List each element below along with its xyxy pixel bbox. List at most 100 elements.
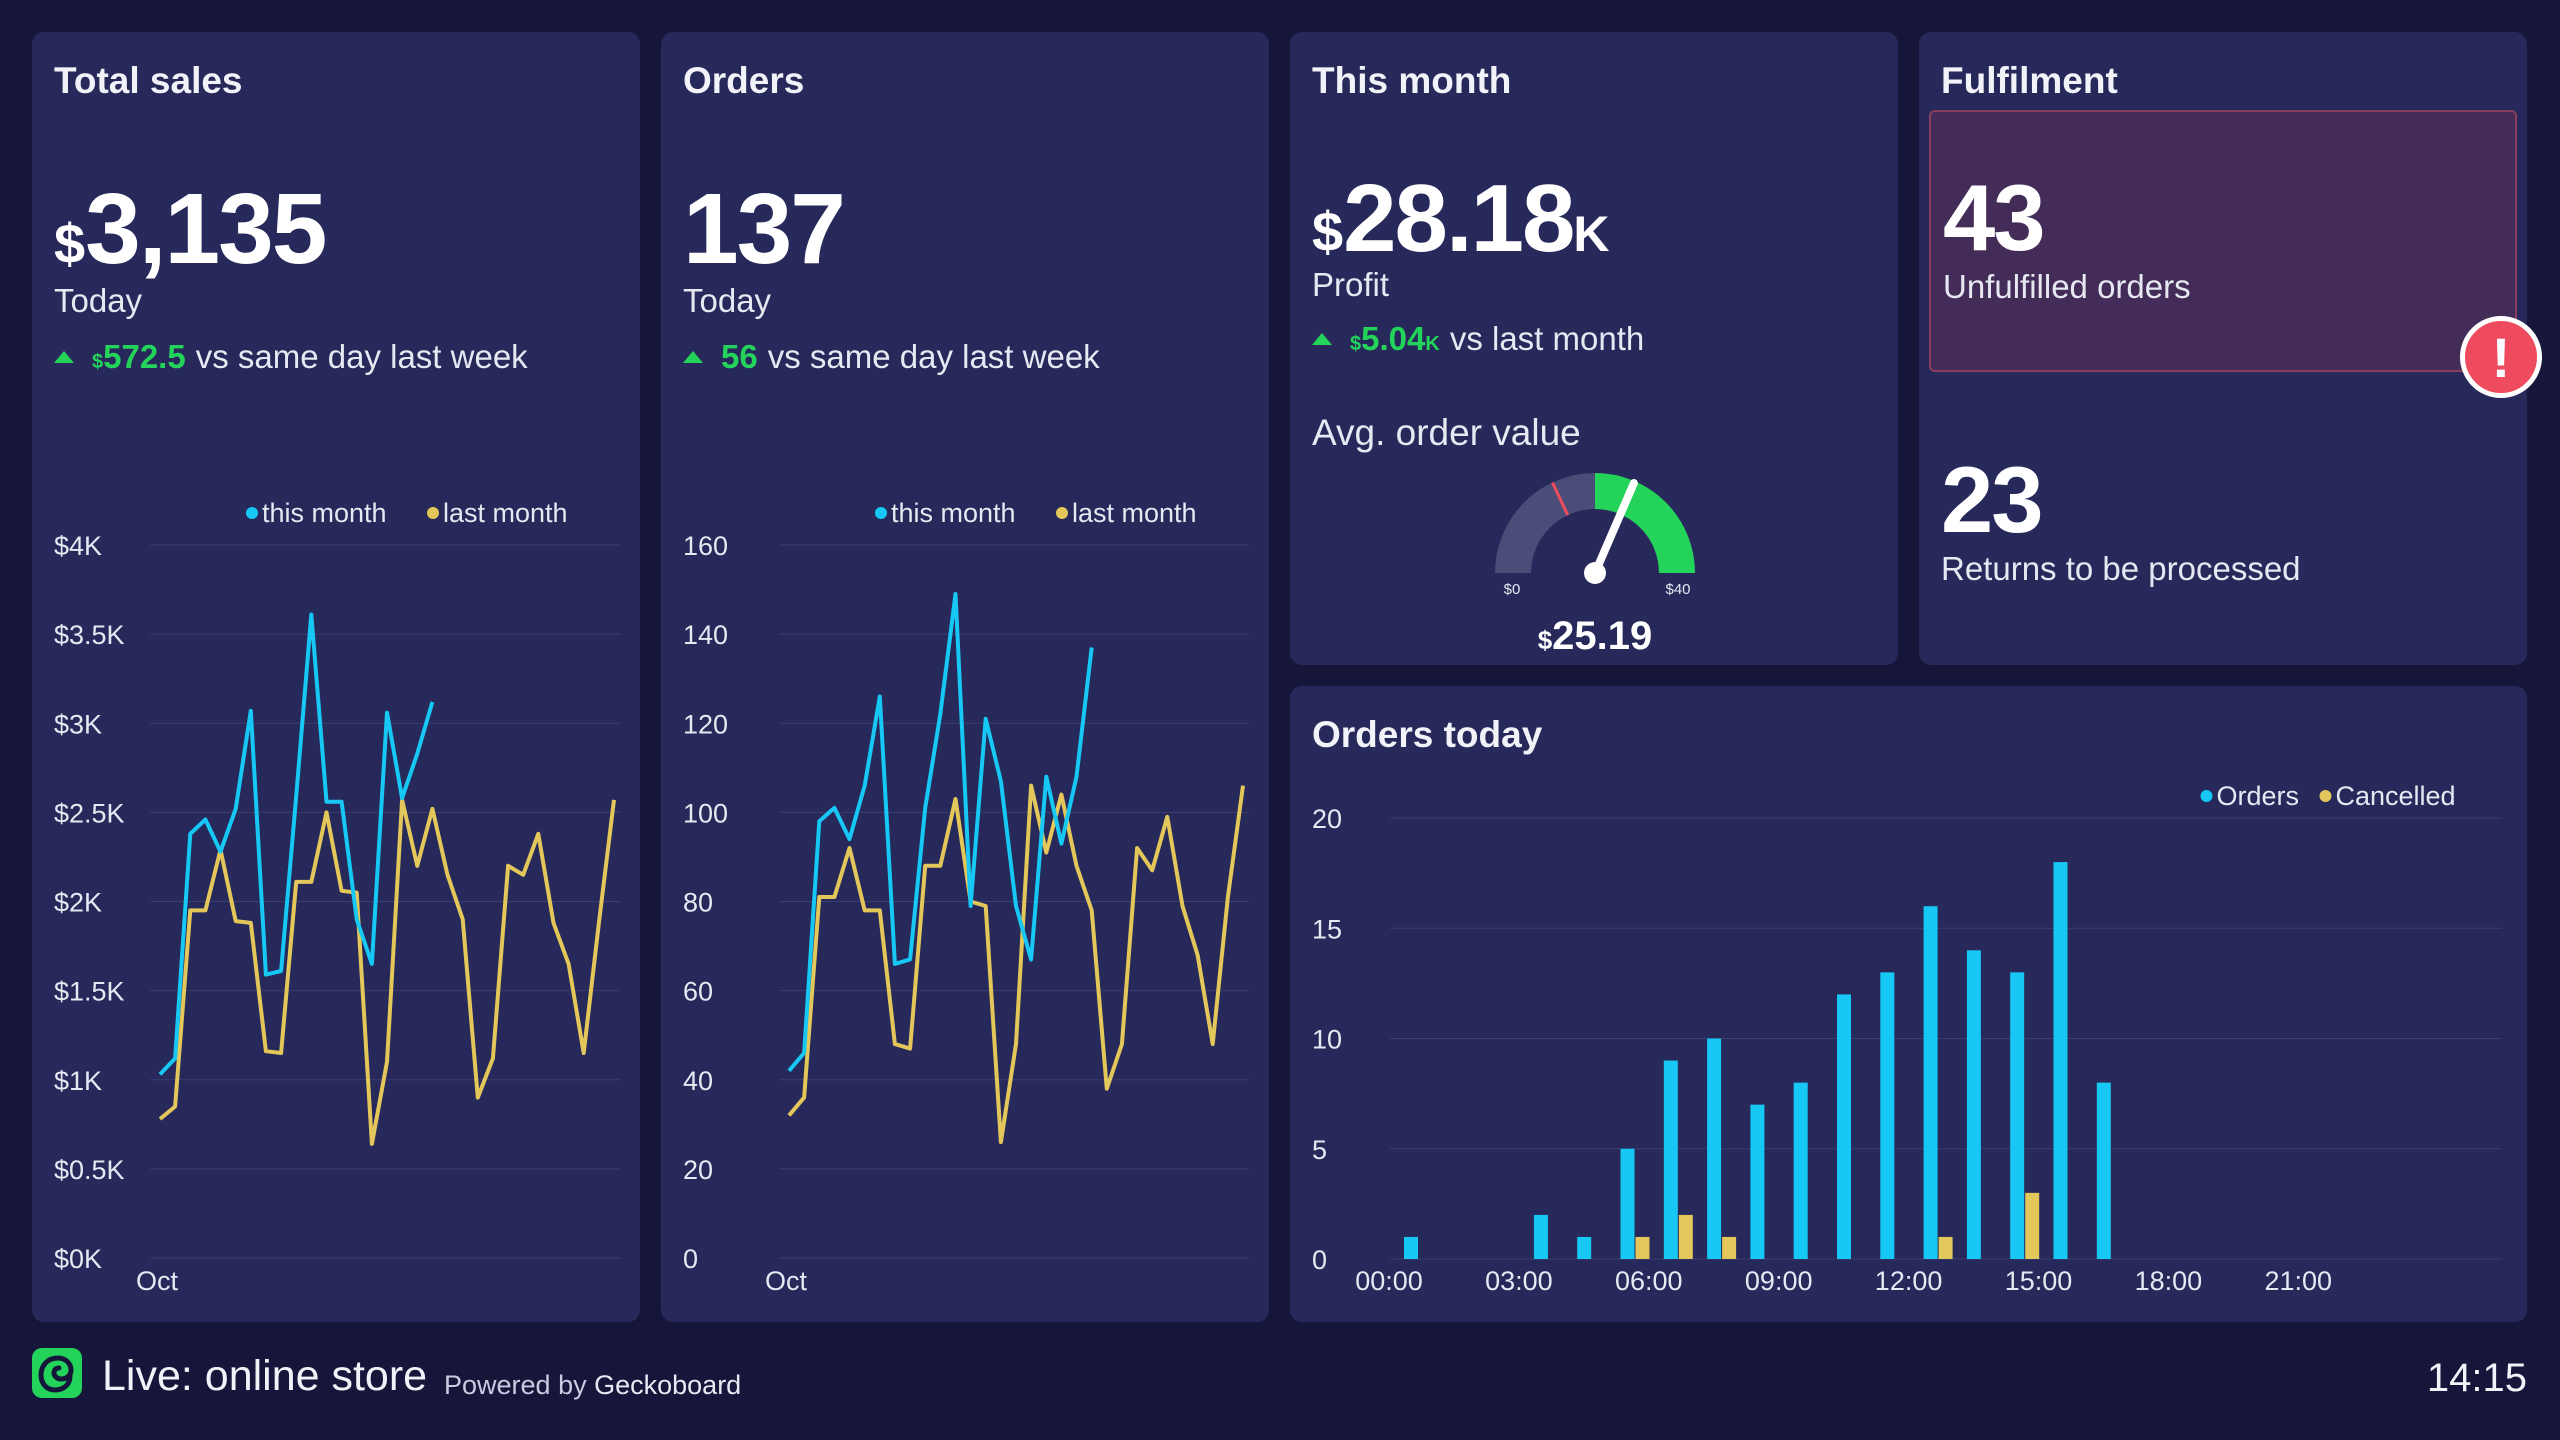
up-arrow-icon [1312, 333, 1332, 345]
bar-cancelled [1635, 1236, 1650, 1259]
y-tick-label: 120 [683, 709, 728, 739]
orders-delta: 56 vs same day last week [683, 338, 1100, 376]
legend-label: last month [443, 498, 568, 528]
powered-by-prefix: Powered by [444, 1370, 587, 1400]
bar-cancelled [1678, 1214, 1693, 1259]
currency-symbol: $ [1312, 200, 1344, 263]
y-tick-label: $1.5K [54, 977, 125, 1007]
unfulfilled-label: Unfulfilled orders [1943, 268, 2191, 305]
x-tick-label: 12:00 [1875, 1266, 1943, 1296]
legend-label: Cancelled [2336, 781, 2456, 811]
series-line-last-month [158, 797, 616, 1146]
x-tick-label: 18:00 [2135, 1266, 2203, 1296]
orders-panel: Orders 137 Today 56 vs same day last wee… [661, 32, 1269, 1322]
exclamation-glyph: ! [2491, 325, 2511, 389]
clock-time: 14:15 [2426, 1356, 2527, 1400]
value-suffix: K [1573, 206, 1610, 262]
panel-title: Fulfilment [1941, 60, 2118, 101]
delta-currency: $ [1350, 333, 1362, 355]
dashboard-title: Live: online store [102, 1352, 428, 1400]
gauge-green-zone [1594, 473, 1695, 574]
profit-value: $28.18K [1312, 164, 1610, 274]
y-tick-label: $4K [54, 531, 102, 561]
y-tick-label: 20 [1312, 804, 1342, 834]
gauge-min-label: $0 [1504, 581, 1521, 598]
bar-orders [1577, 1236, 1592, 1259]
delta-suffix: K [1425, 333, 1440, 355]
panel-title: Orders [683, 60, 805, 101]
series-line-this-month [787, 592, 1094, 1073]
y-tick-label: $3.5K [54, 620, 125, 650]
legend-dot [427, 507, 439, 519]
profit-value-number: 28.18 [1343, 165, 1575, 272]
legend-label: this month [262, 498, 387, 528]
legend-dot [1056, 507, 1068, 519]
sales-line-chart: $0K $0.5K $1K $1.5K $2K $2.5K $3K $3.5K $4K Oct la… [54, 498, 620, 1296]
gauge-value-number: 25.19 [1552, 614, 1652, 658]
legend-dot [2200, 790, 2213, 802]
profit-delta-value: $5.04K [1350, 320, 1440, 358]
y-tick-label: 140 [683, 620, 728, 650]
y-tick-label: 5 [1312, 1135, 1327, 1165]
gauge-max-label: $40 [1665, 581, 1690, 598]
legend-dot [875, 507, 887, 519]
series-line-last-month [787, 783, 1245, 1145]
y-tick-label: 15 [1312, 914, 1342, 944]
bar-orders [1533, 1214, 1548, 1259]
powered-by: Powered by Geckoboard [444, 1370, 741, 1401]
bar-orders [2010, 972, 2025, 1259]
bar-orders [1620, 1148, 1635, 1259]
orders-delta-text: vs same day last week [767, 338, 1100, 375]
up-arrow-icon [54, 351, 74, 363]
orders-delta-value: 56 [721, 338, 758, 375]
bar-cancelled [2025, 1192, 2040, 1259]
y-tick-label: 160 [683, 531, 728, 561]
orders-line-chart: 0 20 40 60 80 100 120 140 160 Oct last month this m… [683, 498, 1249, 1296]
sales-delta-text: vs same day last week [195, 338, 528, 375]
returns-label: Returns to be processed [1941, 550, 2301, 587]
legend-dot [246, 507, 258, 519]
x-tick-label: 03:00 [1485, 1266, 1553, 1296]
y-tick-label: 100 [683, 798, 728, 828]
legend-label: last month [1072, 498, 1197, 528]
sales-delta: $572.5 vs same day last week [54, 338, 528, 376]
y-tick-label: 20 [683, 1155, 713, 1185]
exclamation-icon: ! [2460, 316, 2542, 398]
this-month-panel: This month $28.18K Profit $5.04K vs last… [1290, 32, 1898, 665]
sales-value: $3,135 [54, 172, 327, 287]
sales-delta-value: $572.5 [92, 338, 186, 376]
y-tick-label: $0.5K [54, 1155, 125, 1185]
x-tick-label: 15:00 [2005, 1266, 2073, 1296]
y-tick-label: $2K [54, 888, 102, 918]
total-sales-panel: Total sales $3,135 Today $572.5 vs same … [32, 32, 640, 1322]
unfulfilled-value: 43 [1943, 165, 2046, 270]
profit-delta: $5.04K vs last month [1312, 320, 1644, 358]
bar-orders [1404, 1236, 1418, 1259]
sales-label: Today [54, 282, 143, 319]
y-tick-label: 80 [683, 888, 713, 918]
unfulfilled-alert-box: 43 Unfulfilled orders [1929, 110, 2517, 372]
y-tick-label: $1K [54, 1066, 102, 1096]
profit-label: Profit [1312, 266, 1390, 303]
legend-dot [2319, 790, 2332, 802]
geckoboard-logo-icon [32, 1348, 82, 1398]
bar-orders [1750, 1104, 1765, 1259]
legend-label: Orders [2217, 781, 2300, 811]
bar-orders [1707, 1038, 1722, 1259]
gauge-pivot [1584, 562, 1606, 584]
panel-title: This month [1312, 60, 1512, 101]
panel-title: Orders today [1312, 714, 1543, 755]
x-tick-label: 21:00 [2265, 1266, 2333, 1296]
x-tick-label: 06:00 [1615, 1266, 1683, 1296]
legend-label: this month [891, 498, 1016, 528]
orders-label: Today [683, 282, 772, 319]
gauge-currency: $ [1538, 625, 1553, 655]
y-tick-label: $2.5K [54, 798, 125, 828]
bar-orders [1663, 1060, 1678, 1259]
powered-by-brand: Geckoboard [594, 1370, 742, 1400]
bar-orders [1880, 972, 1895, 1259]
fulfilment-panel: Fulfilment 43 Unfulfilled orders ! 23 Re… [1919, 32, 2542, 665]
orders-value: 137 [683, 173, 846, 285]
gauge-needle [1591, 479, 1638, 577]
bar-orders [2053, 862, 2068, 1259]
